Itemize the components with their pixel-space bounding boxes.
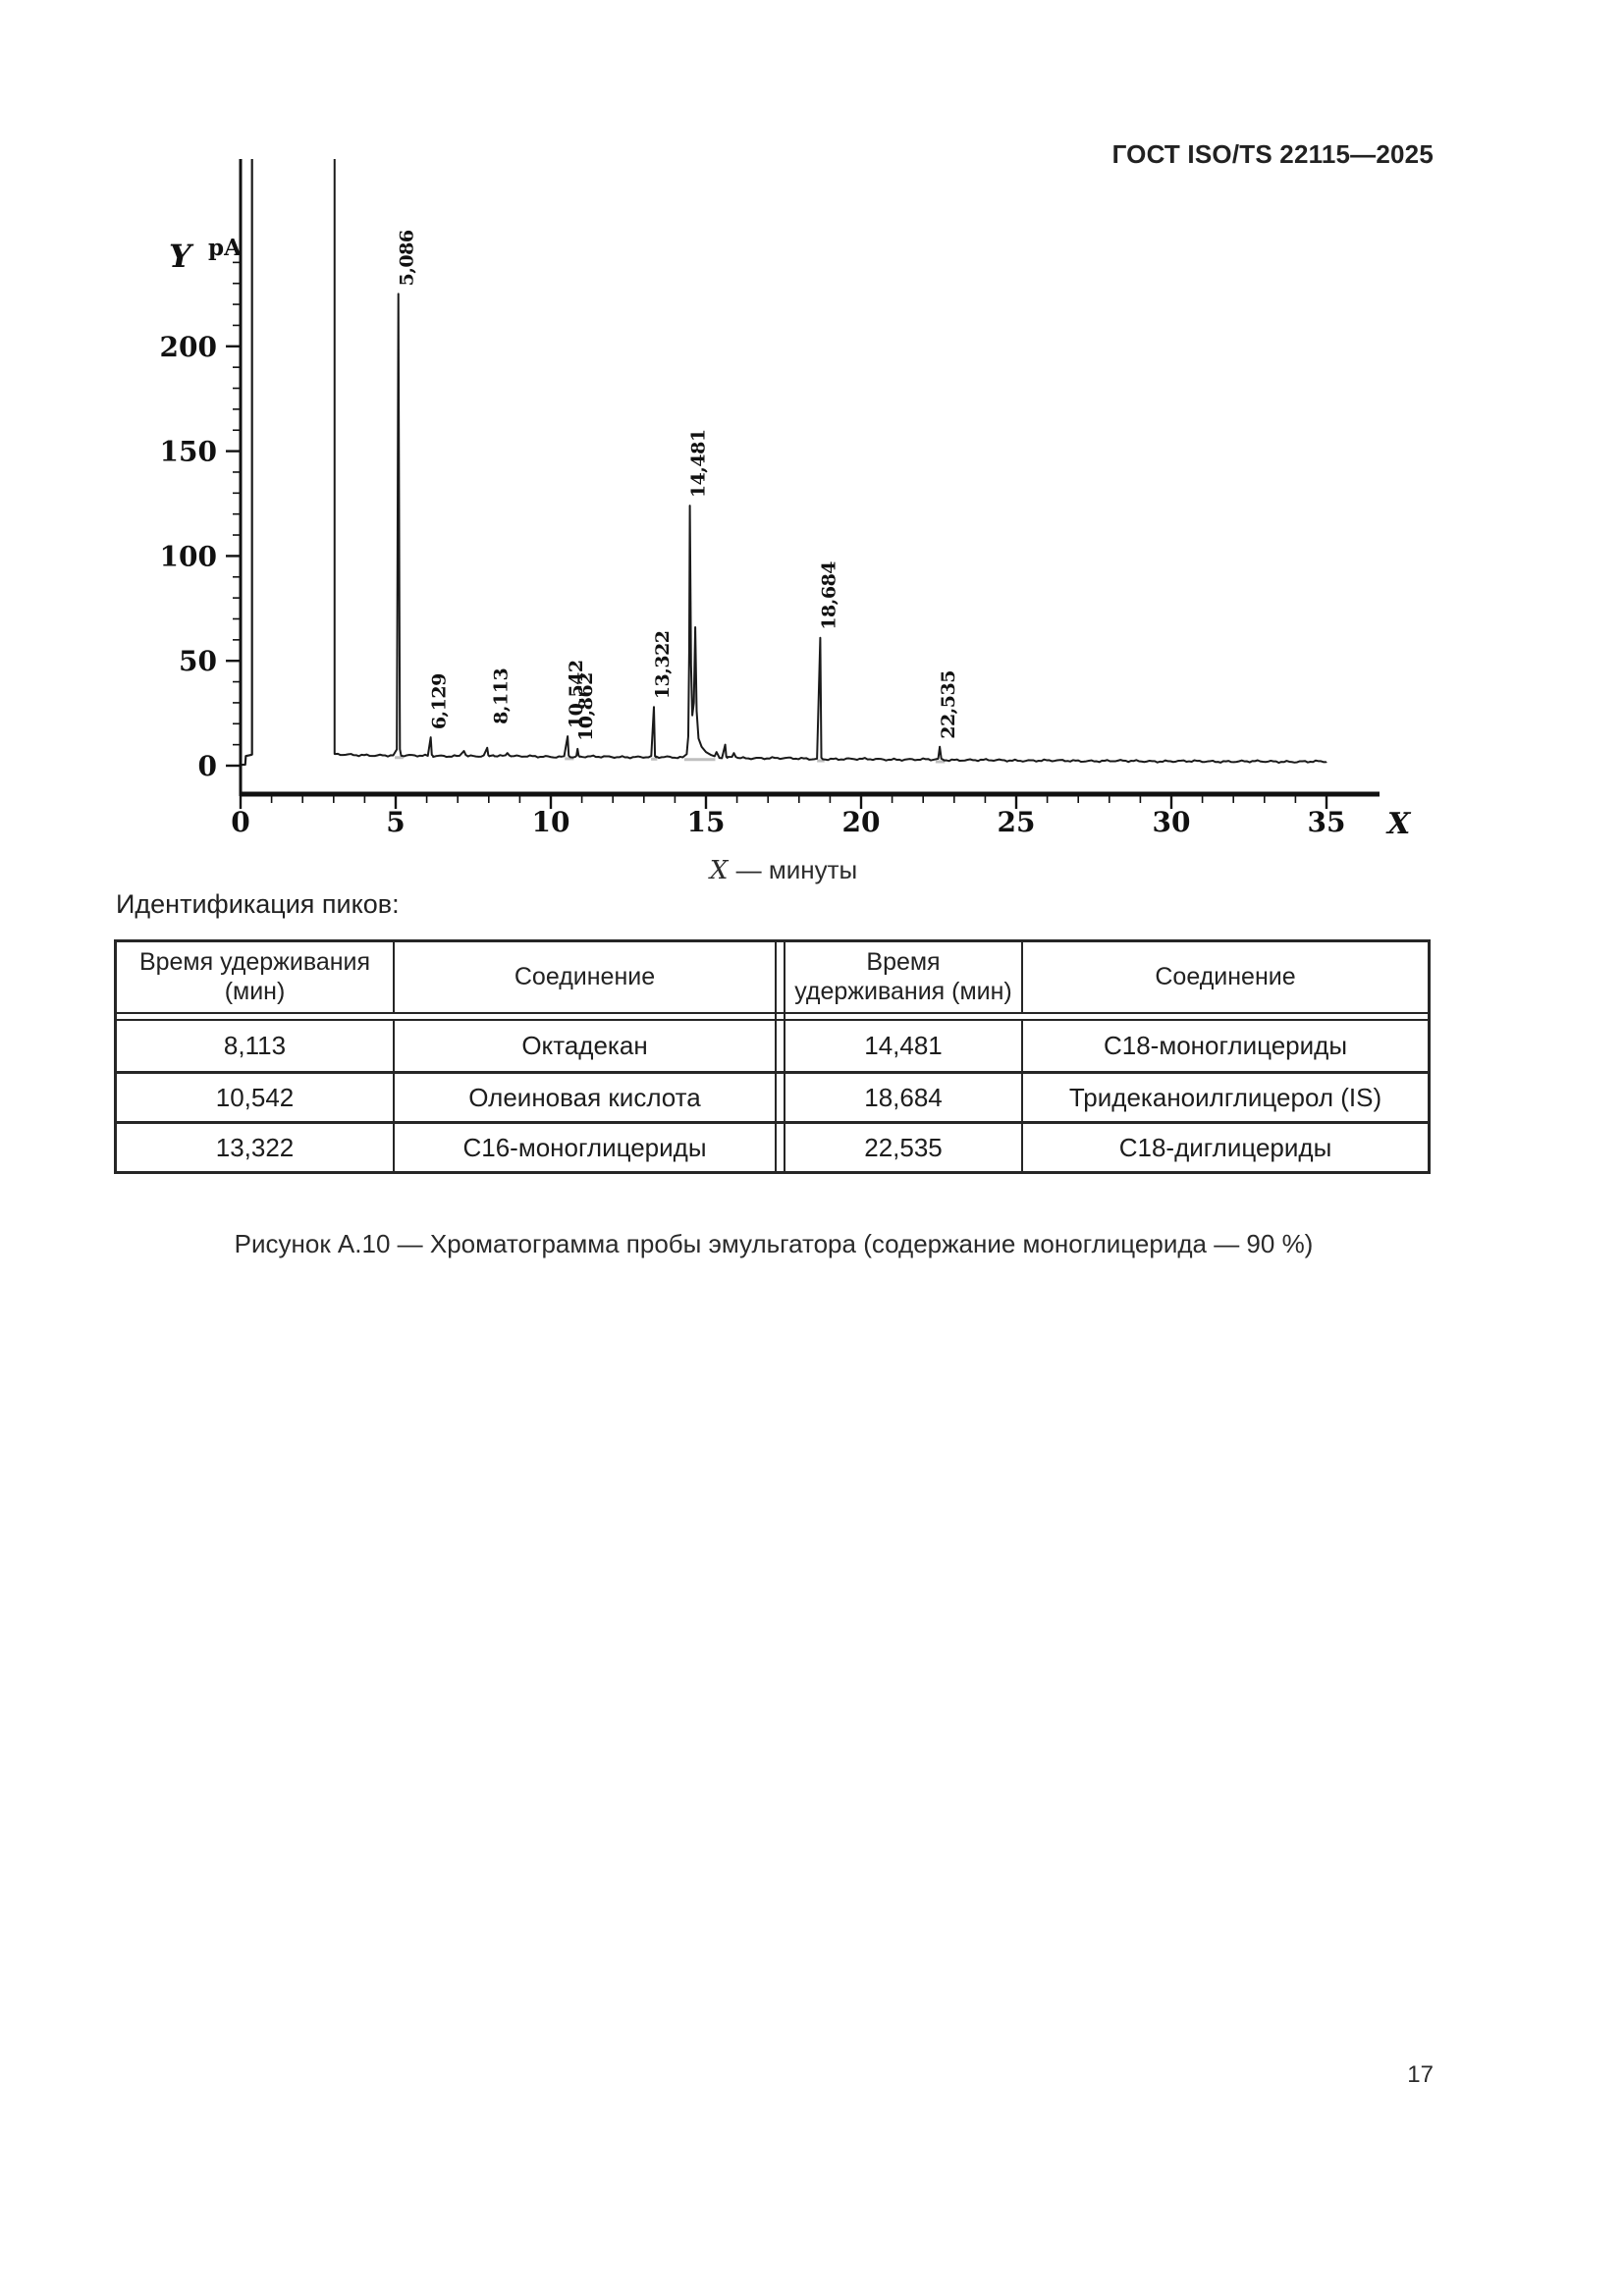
cell-retention-time: 22,535: [785, 1124, 1023, 1171]
svg-text:30: 30: [1153, 806, 1191, 838]
cell-retention-time: 14,481: [785, 1021, 1023, 1071]
svg-text:13,322: 13,322: [652, 630, 674, 699]
figure-caption: Рисунок А.10 — Хроматограмма пробы эмуль…: [234, 1229, 1314, 1258]
cell-retention-time: 13,322: [117, 1124, 395, 1171]
col-header-retention-time-left: Время удерживания (мин): [117, 942, 395, 1012]
svg-text:18,684: 18,684: [818, 561, 839, 630]
svg-text:20: 20: [842, 806, 881, 838]
col-header-retention-time-right: Время удерживания (мин): [785, 942, 1023, 1012]
header-double-rule-gap: [117, 1014, 1428, 1021]
table-row: 8,113 Октадекан 14,481 С18-моноглицериды: [117, 1021, 1428, 1071]
table-middle-divider: [775, 942, 785, 1012]
cell-compound: Олеиновая кислота: [468, 1082, 701, 1112]
svg-text:15: 15: [687, 806, 726, 838]
table-row: 13,322 С16-моноглицериды 22,535 С18-дигл…: [117, 1121, 1428, 1171]
table-row: 10,542 Олеиновая кислота 18,684 Тридекан…: [117, 1071, 1428, 1121]
svg-text:150: 150: [160, 436, 217, 468]
svg-text:22,535: 22,535: [938, 670, 959, 739]
col-header-compound-left: Соединение: [514, 962, 656, 990]
svg-text:10: 10: [532, 806, 570, 838]
svg-text:100: 100: [160, 540, 217, 572]
cell-compound: С18-моноглицериды: [1103, 1031, 1347, 1061]
chromatogram-svg: 0 50 100 150 200 0 5 10 15 20 25 30 35 5,086 6,129 8,11…: [160, 159, 1412, 885]
svg-text:8,113: 8,113: [490, 668, 512, 724]
chromatogram-figure: 0 50 100 150 200 0 5 10 15 20 25 30 35 5,086 6,129 8,11…: [114, 157, 1434, 888]
svg-text:X — минуты: X — минуты: [708, 855, 857, 885]
svg-text:6,129: 6,129: [429, 673, 451, 729]
svg-text:pA: pA: [208, 235, 243, 261]
svg-text:25: 25: [998, 806, 1036, 838]
col-header-compound-right: Соединение: [1155, 962, 1296, 990]
cell-retention-time: 8,113: [117, 1021, 395, 1071]
svg-text:5,086: 5,086: [397, 230, 418, 286]
svg-text:10,542: 10,542: [566, 660, 587, 728]
svg-text:Y: Y: [169, 238, 194, 275]
svg-text:35: 35: [1308, 806, 1346, 838]
page-number: 17: [1407, 2061, 1434, 2088]
cell-retention-time: 18,684: [785, 1074, 1023, 1121]
svg-text:X: X: [1385, 807, 1412, 841]
svg-text:50: 50: [179, 645, 217, 677]
svg-text:5: 5: [386, 806, 405, 838]
peaks-identification-heading: Идентификация пиков:: [116, 889, 400, 919]
document-header-title: ГОСТ ISO/TS 22115—2025: [1111, 139, 1434, 169]
svg-text:14,481: 14,481: [688, 429, 710, 498]
cell-compound: Октадекан: [521, 1031, 648, 1061]
cell-compound: Тридеканоилглицерол (IS): [1068, 1082, 1382, 1112]
cell-retention-time: 10,542: [117, 1074, 395, 1121]
svg-text:10,862: 10,862: [575, 672, 597, 741]
cell-compound: С16-моноглицериды: [462, 1132, 707, 1162]
peak-identification-table: Время удерживания (мин) Соединение Время…: [114, 939, 1431, 1174]
svg-text:0: 0: [198, 750, 217, 782]
svg-text:200: 200: [160, 331, 217, 363]
cell-compound: С18-диглицериды: [1118, 1132, 1332, 1162]
table-header-row: Время удерживания (мин) Соединение Время…: [117, 942, 1428, 1014]
svg-text:0: 0: [231, 806, 249, 838]
